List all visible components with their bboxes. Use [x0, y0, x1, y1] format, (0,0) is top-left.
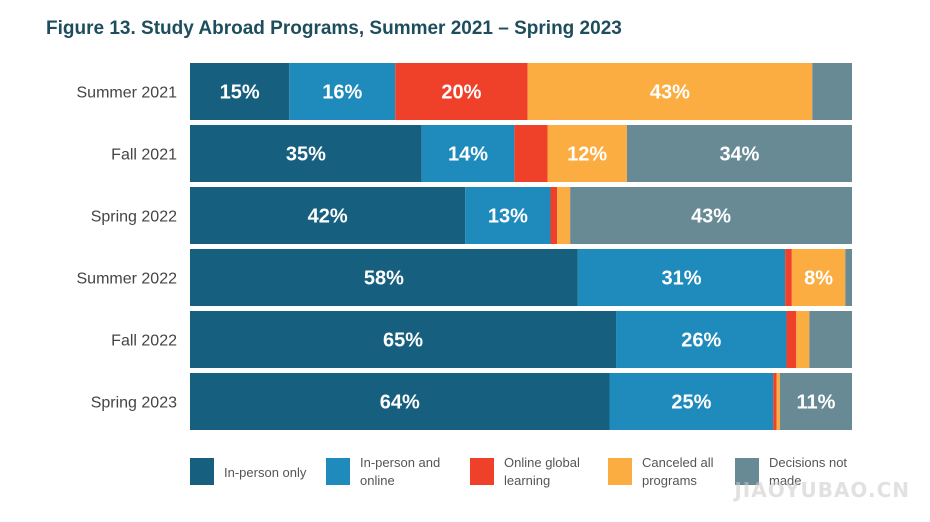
legend-item: Online global learning — [470, 450, 599, 490]
bar-segment — [190, 187, 466, 244]
bar-segment — [616, 311, 787, 368]
bar-segment — [779, 373, 852, 430]
legend-item: Decisions not made — [735, 450, 864, 490]
bar-segment — [845, 249, 852, 306]
data-label: 16% — [322, 82, 362, 104]
legend-item: In-person and online — [326, 450, 455, 490]
category-label: Fall 2021 — [111, 147, 177, 164]
bar-segment — [796, 311, 810, 368]
bar-segment — [547, 125, 627, 182]
bar-segment — [289, 63, 396, 120]
data-label: 31% — [661, 268, 701, 290]
bar-segment — [577, 249, 786, 306]
bar-segment — [421, 125, 515, 182]
data-label: 20% — [441, 82, 481, 104]
legend-label: In-person only — [224, 465, 307, 480]
row-separator — [190, 244, 852, 249]
row-separator — [190, 182, 852, 187]
legend-swatch — [608, 458, 632, 485]
row-separator — [190, 368, 852, 373]
data-label: 25% — [671, 392, 711, 414]
data-label: 15% — [220, 82, 260, 104]
bar-segment — [626, 125, 852, 182]
bar-segment — [809, 311, 852, 368]
bar-segment — [786, 311, 797, 368]
data-label: 35% — [286, 144, 326, 166]
bar-segment — [190, 311, 617, 368]
legend-label: In-person and online — [360, 455, 441, 488]
data-label: 65% — [383, 330, 423, 352]
data-label: 43% — [691, 206, 731, 228]
bar-segment — [527, 63, 813, 120]
legend-swatch — [326, 458, 350, 485]
category-label: Summer 2022 — [77, 271, 178, 288]
data-label: 43% — [650, 82, 690, 104]
bar-segment — [465, 187, 551, 244]
category-label: Fall 2022 — [111, 333, 177, 350]
data-label: 8% — [804, 268, 833, 290]
bar-segment — [514, 125, 548, 182]
bar-segment — [785, 249, 792, 306]
bar-segment — [791, 249, 846, 306]
bar-segment — [812, 63, 852, 120]
legend-label: Decisions not made — [769, 455, 848, 488]
data-label: 42% — [308, 206, 348, 228]
chart-legend: In-person only In-person and online Online … — [190, 450, 910, 510]
bar-segment — [190, 373, 610, 430]
bar-segment — [773, 373, 777, 430]
legend-label: Online global learning — [504, 455, 580, 488]
row-separator — [190, 306, 852, 311]
data-label: 64% — [380, 392, 420, 414]
data-label: 12% — [567, 144, 607, 166]
bar-segment — [395, 63, 528, 120]
bar-segment — [776, 373, 780, 430]
row-separator — [190, 120, 852, 125]
data-label: 14% — [448, 144, 488, 166]
legend-swatch — [735, 458, 759, 485]
legend-swatch — [470, 458, 494, 485]
category-label: Spring 2022 — [91, 209, 177, 226]
watermark: JIAOYUBAO.CN — [734, 478, 910, 502]
data-label: 11% — [796, 392, 835, 414]
data-label: 13% — [488, 206, 528, 228]
bar-segment — [557, 187, 571, 244]
legend-swatch — [190, 458, 214, 485]
legend-item: In-person only — [190, 450, 319, 485]
bar-segment — [550, 187, 558, 244]
bar-segment — [190, 125, 422, 182]
bar-segment — [190, 63, 290, 120]
legend-label: Canceled all programs — [642, 455, 714, 488]
bar-segment — [570, 187, 852, 244]
category-label: Summer 2021 — [77, 85, 178, 102]
row-separator — [190, 430, 852, 435]
watermark-text: JIAOYUBAO.CN — [734, 478, 910, 502]
legend-item: Canceled all programs — [608, 450, 737, 490]
data-label: 58% — [364, 268, 404, 290]
chart-title: Figure 13. Study Abroad Programs, Summer… — [46, 18, 622, 39]
data-label: 34% — [719, 144, 759, 166]
category-label: Spring 2023 — [91, 395, 177, 412]
bar-segment — [609, 373, 774, 430]
data-label: 26% — [681, 330, 721, 352]
bar-segment — [190, 249, 578, 306]
